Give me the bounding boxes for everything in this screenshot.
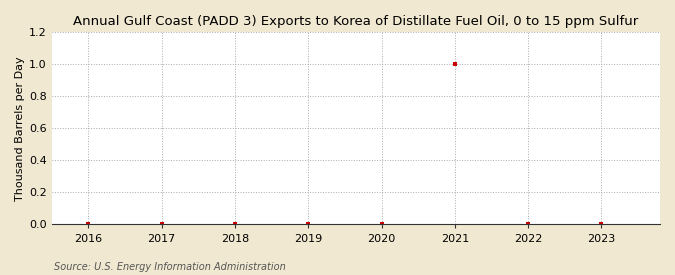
Text: Source: U.S. Energy Information Administration: Source: U.S. Energy Information Administ… <box>54 262 286 272</box>
Y-axis label: Thousand Barrels per Day: Thousand Barrels per Day <box>15 56 25 200</box>
Title: Annual Gulf Coast (PADD 3) Exports to Korea of Distillate Fuel Oil, 0 to 15 ppm : Annual Gulf Coast (PADD 3) Exports to Ko… <box>74 15 639 28</box>
